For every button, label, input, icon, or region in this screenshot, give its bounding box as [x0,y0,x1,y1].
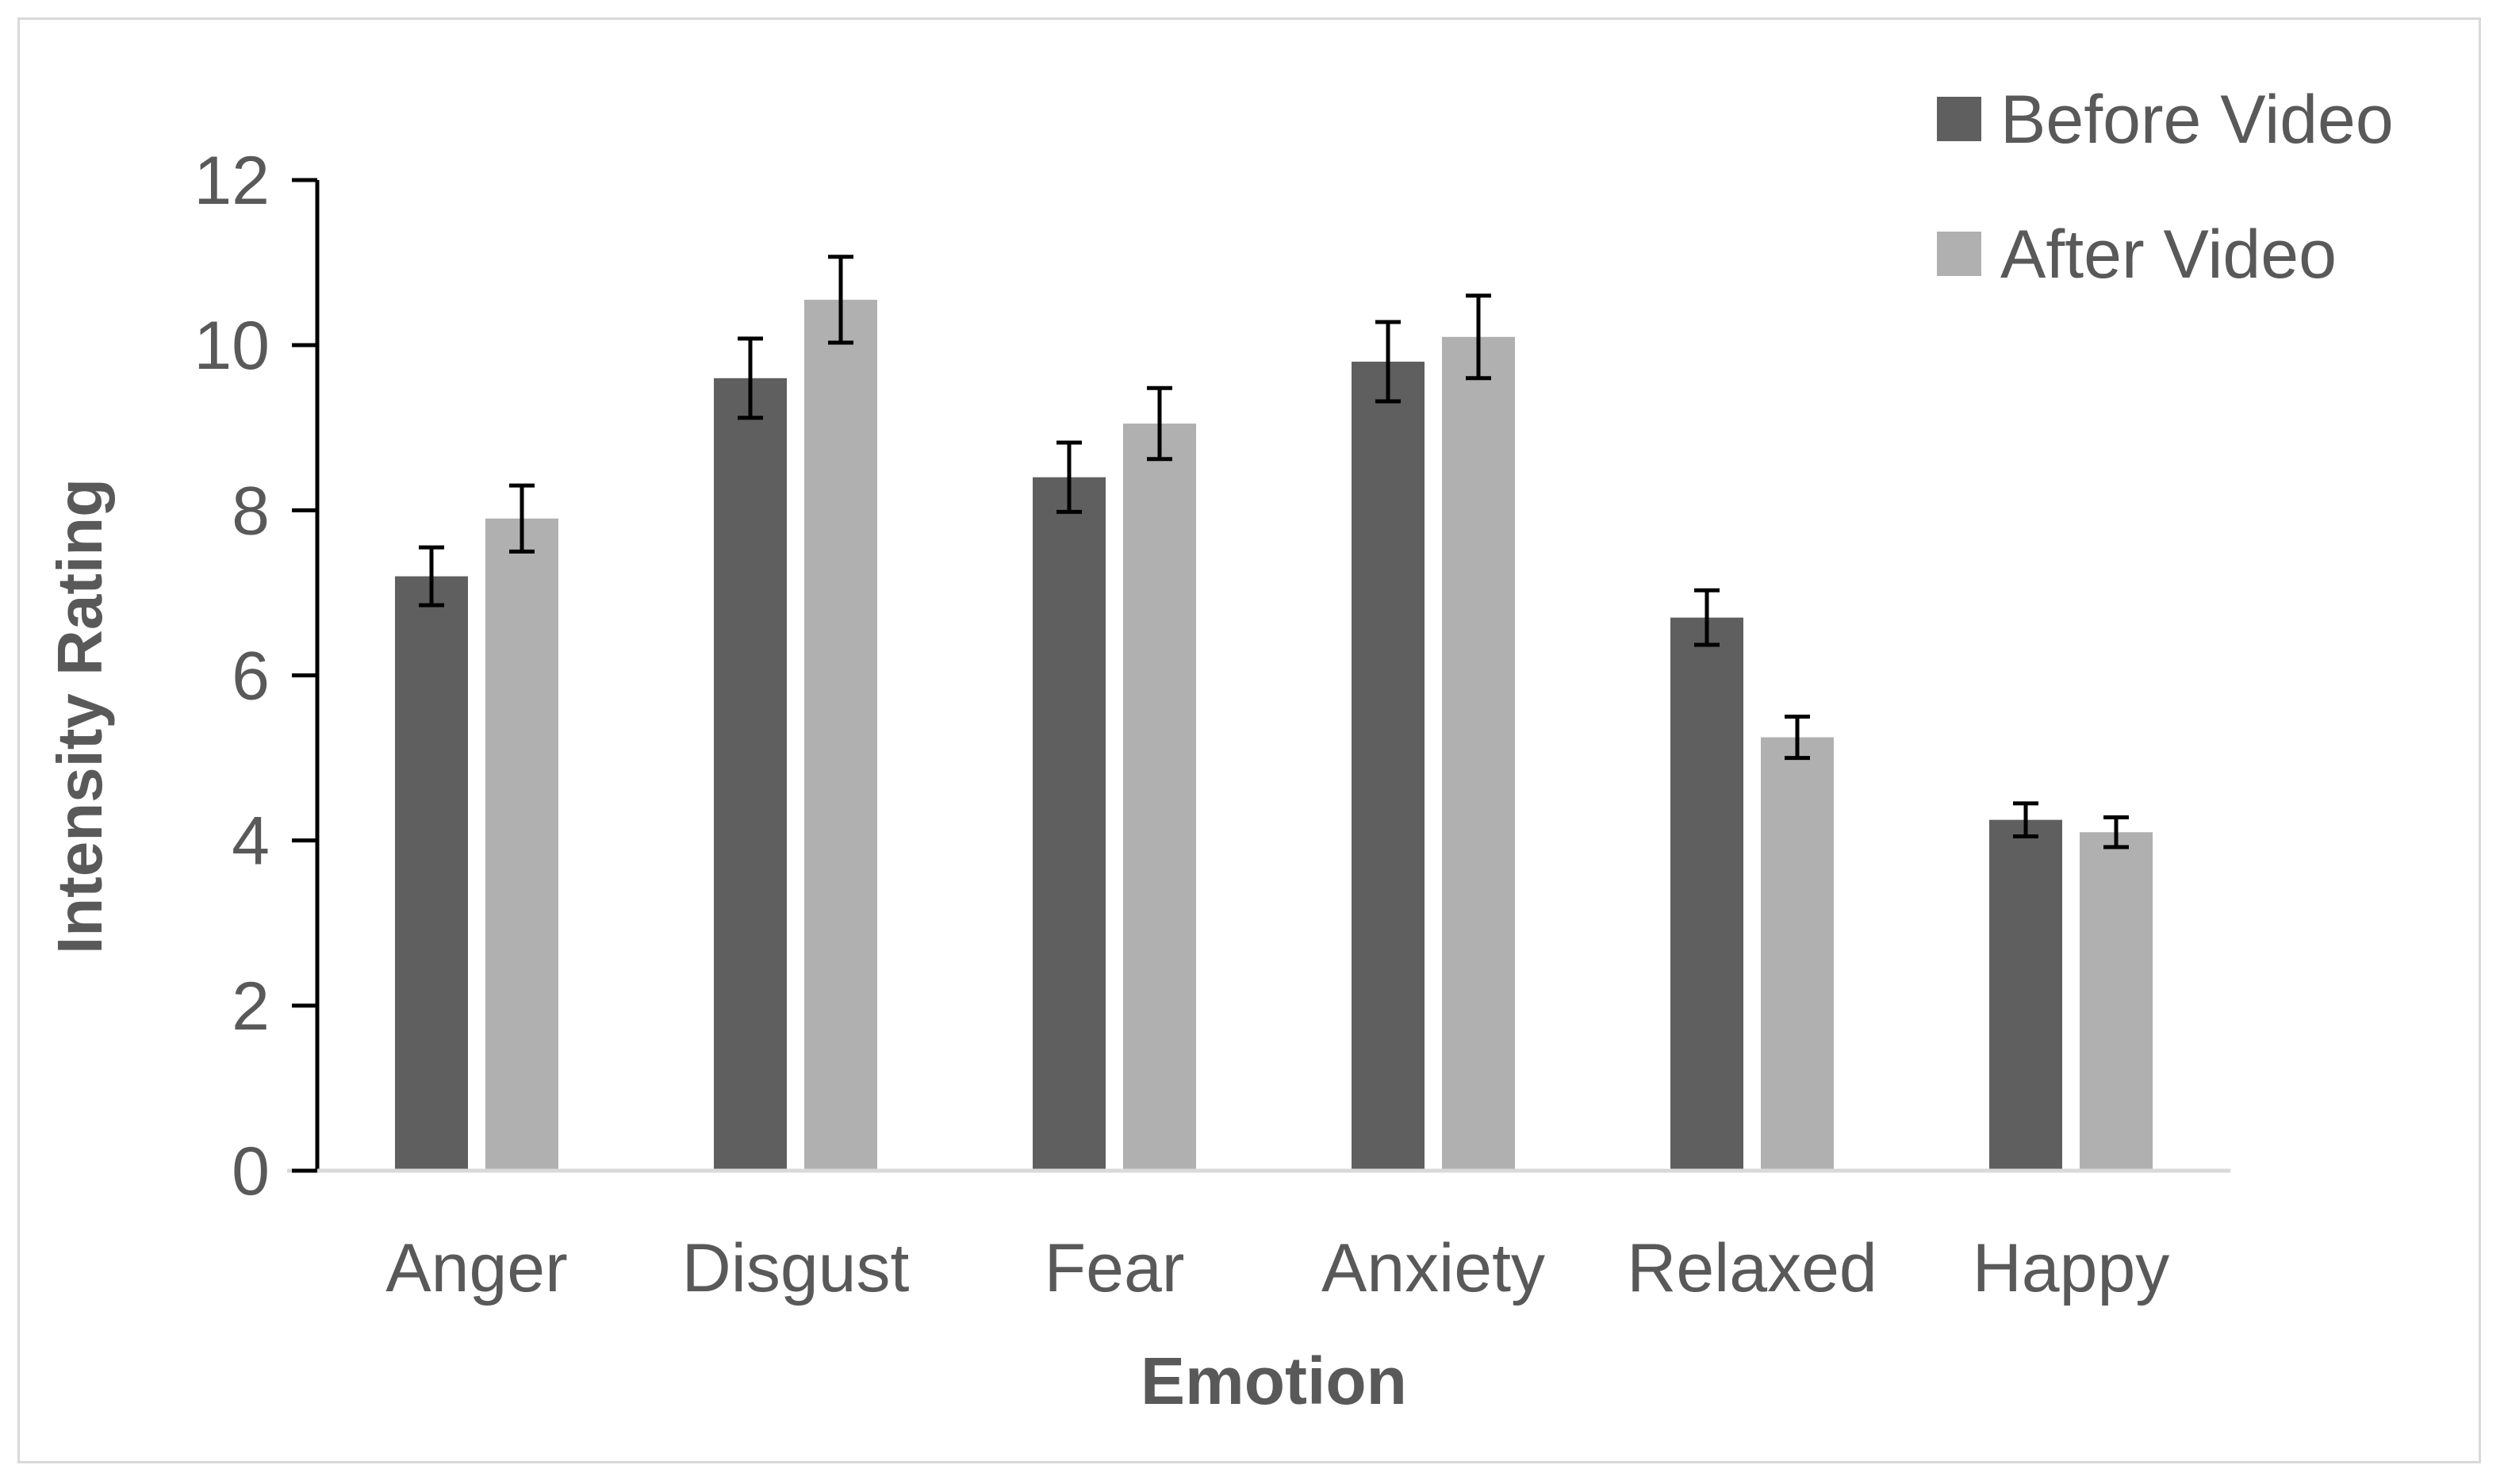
y-tick-label: 10 [194,308,270,384]
bar-anger-after [485,518,558,1171]
bar-anger-before [395,576,468,1171]
x-tick-label: Disgust [682,1230,910,1306]
bar-happy-before [1989,819,2062,1171]
bar-fear-after [1123,424,1196,1171]
bar-fear-before [1033,477,1106,1171]
y-tick-label: 4 [232,803,270,880]
legend-swatch-after [1937,232,1981,276]
bar-relaxed-after [1761,737,1834,1171]
bar-relaxed-before [1670,617,1743,1171]
chart-frame [17,17,2481,1463]
legend-swatch-before [1937,97,1981,141]
bar-anxiety-before [1352,361,1425,1171]
y-axis-title: Intensity Rating [44,478,115,954]
y-tick-label: 0 [232,1133,270,1210]
bar-anxiety-after [1442,336,1515,1171]
legend-label-before: Before Video [2000,82,2394,158]
bar-disgust-before [714,378,787,1171]
x-tick-label: Fear [1045,1230,1185,1306]
y-tick-label: 6 [232,638,270,715]
y-tick-label: 8 [232,473,270,549]
x-tick-label: Anxiety [1321,1230,1545,1306]
bar-happy-after [2080,832,2153,1171]
x-tick-label: Relaxed [1627,1230,1877,1306]
y-tick-label: 2 [232,968,270,1045]
y-tick-label: 12 [194,143,270,219]
bar-disgust-after [804,299,877,1171]
x-axis-title: Emotion [1141,1344,1407,1418]
legend-label-after: After Video [2000,217,2337,293]
x-tick-label: Happy [1973,1230,2170,1306]
x-tick-label: Anger [385,1230,568,1306]
